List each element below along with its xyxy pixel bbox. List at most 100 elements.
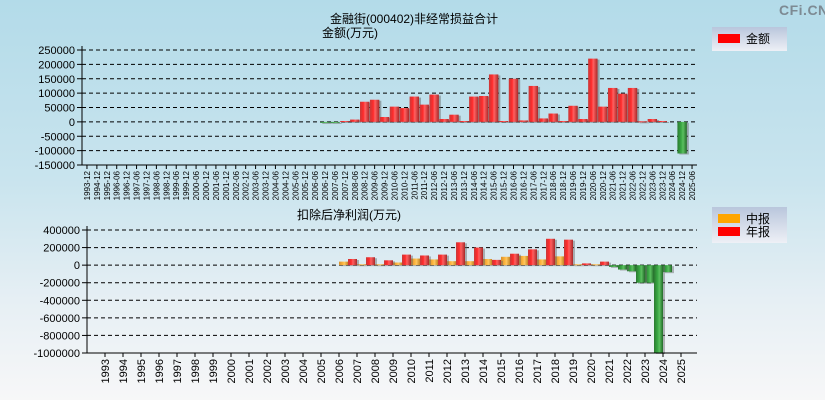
chart2-xtick-label: 2021 [604, 359, 616, 383]
chart1-xtick-label: 2015-12 [500, 170, 509, 200]
chart1-bar-shadow [639, 122, 650, 124]
chart2-xtick-label: 2024 [658, 359, 670, 383]
chart2-bar-annual [438, 254, 447, 266]
cfi-logo: CFi.CN [779, 2, 825, 18]
chart1-bar [419, 104, 429, 122]
chart1-bar [488, 74, 499, 122]
chart1-bar [677, 121, 687, 154]
chart2-bar-interim [429, 259, 438, 266]
chart1-bar [598, 106, 608, 122]
legend-swatch-annual [718, 227, 740, 236]
chart1-xtick-label: 1996-12 [123, 170, 132, 200]
chart2-xtick-label: 2007 [352, 359, 364, 383]
chart2-title: 扣除后净利润(万元) [297, 208, 401, 222]
chart1-xtick-label: 1995-12 [103, 170, 112, 200]
chart2-xtick-label: 2010 [406, 359, 418, 383]
chart1-xtick-label: 2000-06 [192, 170, 201, 200]
chart1-xtick-label: 2005-06 [291, 170, 300, 200]
chart2-ytick-label: -200000 [40, 278, 80, 290]
chart1-xtick-label: 2022-06 [629, 170, 638, 200]
chart2-bar-interim [591, 264, 600, 266]
chart2-bar-interim [411, 258, 420, 266]
chart1-xtick-label: 2010-12 [400, 170, 409, 200]
chart2-xtick-label: 2017 [532, 359, 544, 383]
chart1-ytick-label: -100000 [35, 146, 75, 158]
chart1-xtick-label: 2010-06 [390, 170, 399, 200]
chart1-bar-shadow [500, 122, 511, 124]
chart2-bar-annual [402, 254, 411, 266]
chart1-xtick-label: 2004-12 [281, 170, 290, 200]
chart2-bar-interim [519, 255, 528, 266]
chart1-xtick-label: 2009-06 [371, 170, 380, 200]
chart2-bar-interim [645, 265, 654, 283]
chart1-bar [617, 93, 628, 122]
chart1-bar [498, 121, 509, 123]
chart1-bar [359, 101, 370, 122]
chart1-bar [409, 96, 420, 122]
chart1-xtick-label: 2008-12 [361, 170, 370, 200]
legend-label-annual: 年报 [746, 225, 771, 239]
chart2-bar-annual [492, 259, 501, 266]
chart2-bar-annual [618, 265, 627, 270]
chart1-xtick-label: 2019-06 [569, 170, 578, 200]
chart1-bar [350, 119, 360, 122]
chart2-xtick-label: 1995 [136, 359, 148, 383]
chart2-bar-shadow [611, 266, 620, 268]
chart1-bar [459, 121, 469, 123]
chart1-bar [558, 121, 568, 123]
chart2-xtick-label: 2006 [334, 359, 346, 383]
chart2-bar-annual [528, 249, 537, 266]
chart1-bar [389, 106, 400, 122]
chart2-xtick-label: 2014 [478, 359, 490, 383]
chart1-bar-shadow [332, 122, 342, 124]
chart1-bar-shadow [342, 122, 352, 124]
chart1-title: 金融街(000402)非经常损益合计 [330, 12, 499, 26]
chart1-bar [320, 121, 330, 123]
chart2-xtick-label: 2008 [370, 359, 382, 383]
chart1-xtick-label: 2012-12 [440, 170, 449, 200]
chart2-bar-interim [555, 256, 564, 266]
chart2-bar-annual [456, 242, 465, 266]
chart1-bar [379, 116, 390, 122]
chart1-xtick-label: 2024-06 [668, 170, 677, 200]
chart2-xtick-label: 2018 [550, 359, 562, 383]
chart2-bar-shadow [377, 265, 386, 267]
chart1-xtick-label: 2011-12 [420, 170, 429, 199]
legend-item-amount: 金额 [718, 32, 781, 46]
chart2-ytick-label: 400000 [43, 225, 80, 237]
chart1-bar [479, 96, 489, 122]
chart2-xtick-label: 1996 [154, 359, 166, 383]
chart1-bar [607, 87, 618, 122]
chart2-bar-annual [366, 257, 375, 266]
chart1-bar [538, 118, 548, 122]
chart1-bar [528, 85, 539, 122]
chart2-bar-interim [663, 265, 672, 273]
chart1-xtick-label: 2002-12 [242, 170, 251, 200]
legend-item-interim: 中报 [718, 212, 781, 226]
chart2-bar-annual [474, 247, 483, 266]
chart1-xtick-label: 2020-12 [599, 170, 608, 200]
chart1-xtick-label: 1997-06 [133, 170, 142, 200]
chart2-xtick-label: 2003 [280, 359, 292, 383]
chart1-ytick-label: -50000 [41, 131, 75, 143]
chart1-xtick-label: 1994-12 [93, 170, 102, 200]
chart1-bar [429, 94, 439, 122]
chart2-xtick-label: 1999 [208, 359, 220, 383]
chart1-bar [568, 105, 578, 122]
chart1-bar [439, 119, 449, 122]
chart2-xtick-label: 2016 [514, 359, 526, 383]
chart1-xtick-label: 2004-06 [271, 170, 280, 200]
chart2-bar-interim [501, 256, 510, 266]
chart1-xtick-label: 2009-12 [381, 170, 390, 200]
chart2-bar-interim [465, 261, 474, 266]
chart1-xtick-label: 2012-06 [430, 170, 439, 200]
chart1-xtick-label: 2002-06 [232, 170, 241, 200]
chart2-xtick-label: 2002 [262, 359, 274, 383]
chart1-xtick-label: 2008-06 [351, 170, 360, 200]
chart1-xtick-label: 1998-12 [162, 170, 171, 200]
chart2-bar-annual [546, 238, 555, 266]
chart1-xtick-label: 2018-12 [559, 170, 568, 200]
chart1-xtick-label: 2001-06 [212, 170, 221, 200]
chart2-xtick-label: 1993 [100, 359, 112, 383]
chart1-bar [647, 119, 658, 122]
